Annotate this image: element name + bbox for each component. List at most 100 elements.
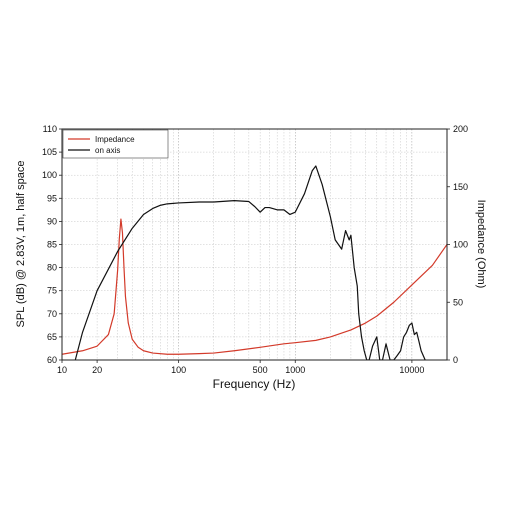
- data-point: [354, 267, 355, 268]
- series-line-on-axis: [74, 165, 426, 360]
- x-tick-label: 100: [171, 365, 186, 375]
- data-point: [350, 329, 351, 330]
- data-point: [167, 354, 168, 355]
- data-point: [123, 267, 124, 268]
- data-point: [199, 353, 200, 354]
- series-layer: [62, 165, 447, 360]
- x-tick-label: 10000: [399, 365, 424, 375]
- y-tick-label: 60: [47, 355, 57, 365]
- data-point: [393, 302, 394, 303]
- y-tick-label: 70: [47, 309, 57, 319]
- y-tick-label: 85: [47, 240, 57, 250]
- data-point: [178, 354, 179, 355]
- x-tick-label: 500: [253, 365, 268, 375]
- data-point: [397, 355, 398, 356]
- data-point: [117, 251, 118, 252]
- y2-tick-label: 150: [453, 182, 468, 192]
- data-point: [376, 316, 377, 317]
- data-point: [414, 334, 415, 335]
- data-point: [234, 350, 235, 351]
- data-point: [376, 336, 377, 337]
- data-point: [365, 322, 366, 323]
- data-point: [357, 285, 358, 286]
- data-point: [400, 350, 401, 351]
- data-point: [406, 332, 407, 333]
- data-point: [82, 332, 83, 333]
- x-tick-label: 10: [57, 365, 67, 375]
- data-point: [283, 343, 284, 344]
- data-point: [132, 339, 133, 340]
- data-point: [264, 207, 265, 208]
- y2-tick-label: 0: [453, 355, 458, 365]
- data-point: [117, 269, 118, 270]
- data-point: [289, 214, 290, 215]
- data-point: [254, 206, 255, 207]
- y2-tick-label: 50: [453, 297, 463, 307]
- data-point: [411, 322, 412, 323]
- data-point: [364, 350, 365, 351]
- data-point: [330, 336, 331, 337]
- data-point: [160, 205, 161, 206]
- data-point: [432, 265, 433, 266]
- data-point: [167, 203, 168, 204]
- data-point: [411, 284, 412, 285]
- x-tick-label: 1000: [285, 365, 305, 375]
- data-point: [138, 347, 139, 348]
- y-tick-label: 110: [43, 124, 57, 134]
- data-point: [341, 249, 342, 250]
- y-tick-label: 105: [42, 147, 57, 157]
- data-point: [330, 216, 331, 217]
- y-tick-label: 90: [47, 216, 57, 226]
- data-point: [97, 346, 98, 347]
- data-point: [143, 214, 144, 215]
- data-point: [322, 184, 323, 185]
- data-point: [152, 208, 153, 209]
- data-point: [152, 352, 153, 353]
- data-point: [315, 165, 316, 166]
- series-line-impedance: [62, 218, 447, 355]
- data-point: [315, 340, 316, 341]
- y2-axis-label: Impedance (Ohm): [475, 200, 487, 289]
- data-point: [283, 209, 284, 210]
- data-point: [295, 212, 296, 213]
- y-axis-ticks: 60 65 70 75 80 85 90 95 100 105 110: [42, 124, 62, 365]
- data-point: [358, 313, 359, 314]
- grid: [62, 129, 447, 360]
- data-point: [128, 322, 129, 323]
- x-axis-ticks: 10 20 100 500 1000 10000: [57, 360, 424, 375]
- data-point: [114, 313, 115, 314]
- x-tick-label: 20: [92, 365, 102, 375]
- data-point: [418, 341, 419, 342]
- data-point: [248, 201, 249, 202]
- data-point: [409, 325, 410, 326]
- data-point: [304, 193, 305, 194]
- y-axis-label: SPL (dB) @ 2.83V, 1m, half space: [15, 161, 27, 328]
- data-point: [416, 332, 417, 333]
- legend-label-on-axis: on axis: [95, 146, 120, 155]
- data-point: [97, 290, 98, 291]
- data-point: [234, 200, 235, 201]
- data-point: [295, 342, 296, 343]
- data-point: [350, 235, 351, 236]
- data-point: [132, 228, 133, 229]
- data-point: [335, 239, 336, 240]
- data-point: [119, 238, 120, 239]
- data-point: [199, 201, 200, 202]
- data-point: [260, 347, 261, 348]
- data-point: [122, 232, 123, 233]
- y-tick-label: 95: [47, 193, 57, 203]
- data-point: [178, 202, 179, 203]
- legend-label-impedance: Impedance: [95, 135, 135, 144]
- y-tick-label: 75: [47, 286, 57, 296]
- data-point: [213, 201, 214, 202]
- data-point: [385, 343, 386, 344]
- y2-tick-label: 100: [453, 240, 468, 250]
- data-point: [372, 346, 373, 347]
- data-point: [125, 296, 126, 297]
- data-point: [277, 209, 278, 210]
- data-point: [82, 350, 83, 351]
- data-point: [108, 334, 109, 335]
- y-tick-label: 100: [42, 170, 57, 180]
- data-point: [260, 212, 261, 213]
